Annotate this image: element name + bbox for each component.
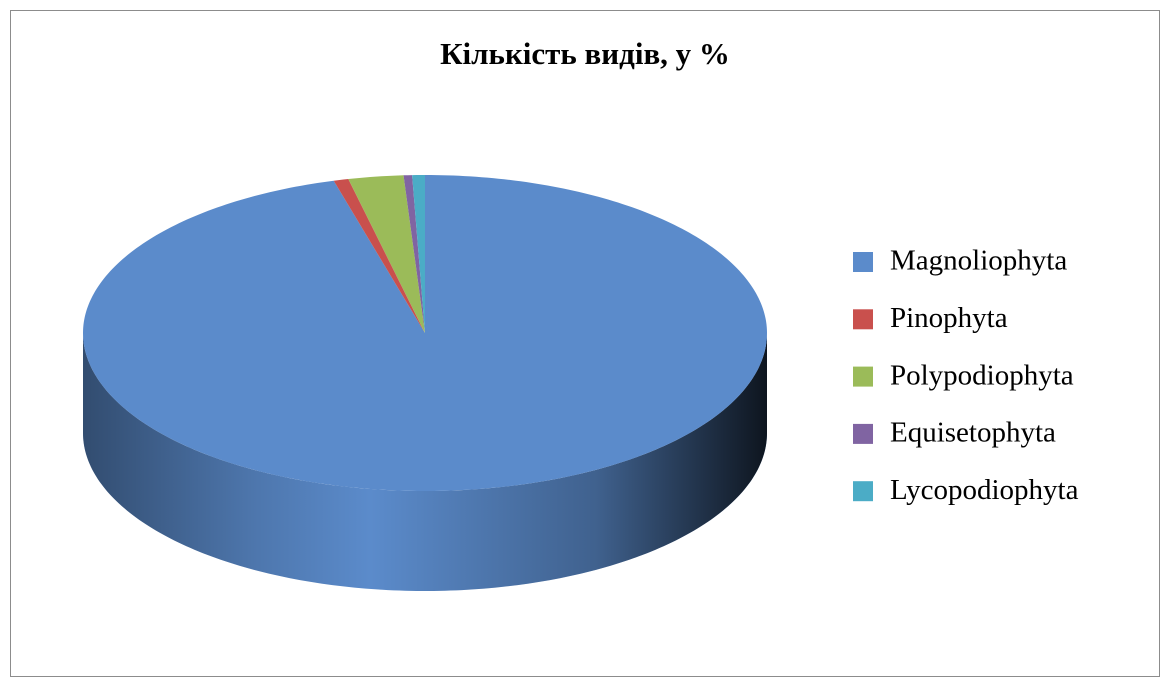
- legend-swatch: [853, 423, 873, 444]
- legend-swatch: [853, 252, 873, 272]
- slice: [348, 175, 425, 333]
- slice: [403, 175, 425, 333]
- legend-swatch: [853, 366, 873, 387]
- slice: [333, 179, 425, 333]
- chart-title: Кількість видів, у %: [440, 36, 730, 71]
- legend-swatch: [853, 309, 873, 330]
- legend-label: Polypodiophyta: [890, 359, 1074, 391]
- legend-swatch: [853, 481, 873, 502]
- legend-label: Equisetophyta: [890, 417, 1056, 449]
- legend-label: Pinophyta: [890, 302, 1008, 334]
- slice: [412, 175, 425, 333]
- legend-label: Magnoliophyta: [890, 245, 1067, 277]
- legend-label: Lycopodiophyta: [890, 474, 1079, 506]
- side-shade: [83, 333, 767, 591]
